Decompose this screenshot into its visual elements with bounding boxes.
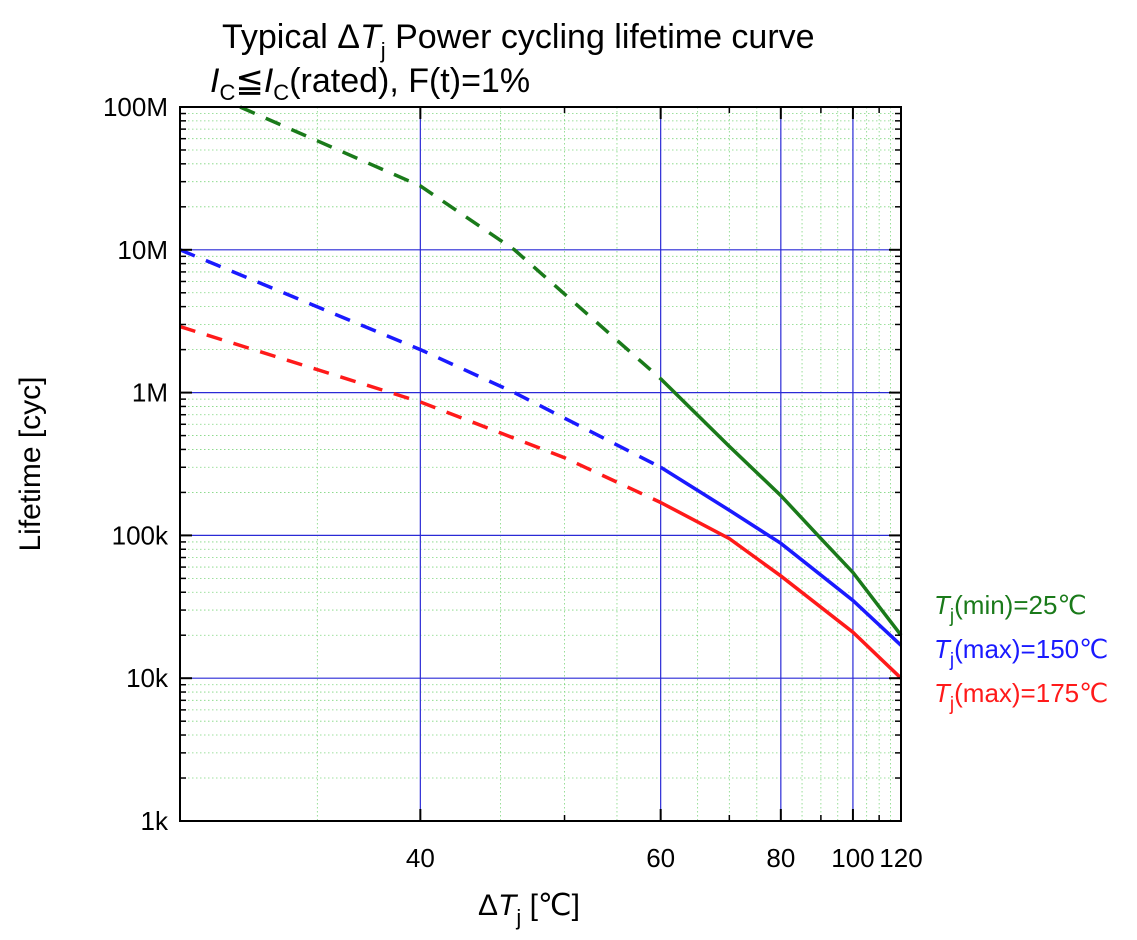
x-tick-label: 40 [406, 843, 435, 873]
y-tick-label: 100M [103, 92, 168, 122]
axis-ticks [180, 106, 902, 822]
series-2-solid-line [659, 500, 903, 680]
y-tick-label: 10M [117, 235, 168, 265]
x-axis-label: ΔTj [℃] [478, 889, 580, 930]
series-1-dashed-line [179, 248, 662, 469]
major-gridlines [180, 106, 902, 822]
series-2-dashed-line [179, 324, 662, 505]
x-tick-label: 60 [646, 843, 675, 873]
x-tick-label: 80 [766, 843, 795, 873]
y-axis-label: Lifetime [cyc] [14, 376, 47, 551]
y-tick-label: 10k [126, 663, 169, 693]
series-lines [179, 105, 903, 680]
y-tick-label: 100k [112, 520, 169, 550]
chart-title-line-1: Typical ΔTj Power cycling lifetime curve [222, 18, 815, 63]
legend-item-tjmax-175c: Tj(max)=175℃ [934, 678, 1108, 715]
legend-item-tjmax-150c: Tj(max)=150℃ [934, 634, 1108, 671]
tick-labels: 1k 10k 100k 1M 10M 100M 40 60 80 100 120 [103, 92, 923, 873]
chart-title-line-2: IC≦IC(rated), F(t)=1% [210, 62, 530, 105]
x-tick-label: 100 [831, 843, 874, 873]
y-tick-label: 1M [132, 378, 168, 408]
minor-gridlines [180, 107, 901, 821]
series-0-dashed-line [239, 105, 662, 381]
x-tick-label: 120 [879, 843, 922, 873]
legend-item-tjmin-25c: Tj(min)=25℃ [934, 590, 1087, 627]
series-0-solid-line [659, 377, 903, 637]
plot-frame [179, 106, 902, 822]
y-tick-label: 1k [141, 806, 169, 836]
series-1-solid-line [659, 465, 903, 647]
legend: Tj(min)=25℃ Tj(max)=150℃ Tj(max)=175℃ [934, 590, 1108, 715]
